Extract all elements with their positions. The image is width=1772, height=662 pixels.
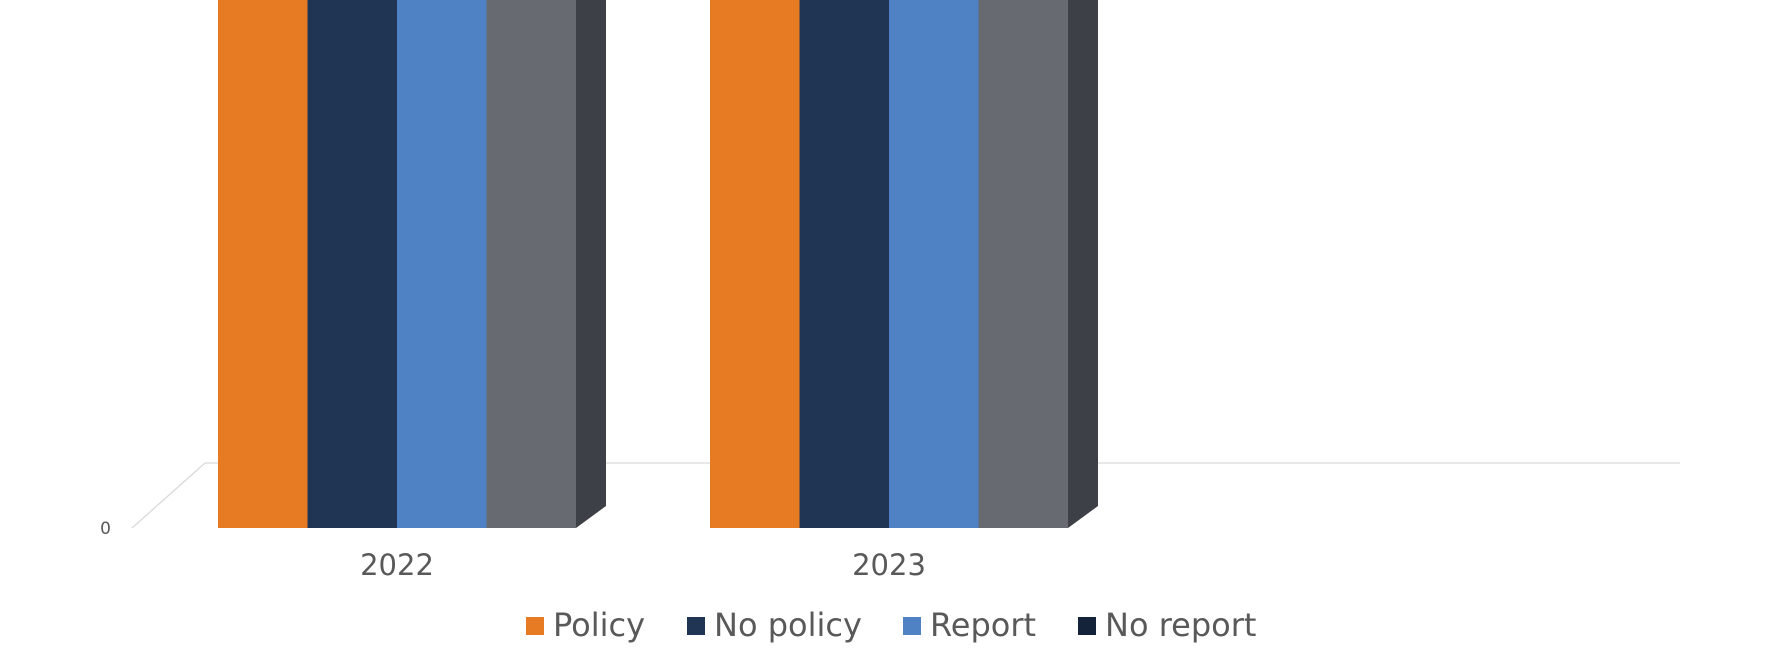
bar-front-overlay: [978, 0, 1068, 529]
bar-front-overlay: [397, 0, 487, 528]
bar-side: [1068, 0, 1098, 528]
bar-front-overlay: [889, 0, 979, 528]
legend-item-no-report: No report: [1078, 606, 1256, 644]
legend-label: No report: [1105, 606, 1256, 644]
x-axis-category-labels: 2022 2023: [360, 548, 926, 582]
bar-front-overlay: [486, 0, 576, 529]
legend-item-no-policy: No policy: [687, 606, 862, 644]
legend-label: Report: [930, 606, 1036, 644]
y-axis-tick-labels: 010203040506070: [100, 519, 111, 539]
chart-bars: [218, 0, 1098, 529]
x-category-label: 2022: [360, 548, 434, 582]
bar-front-overlay: [218, 0, 308, 528]
legend-swatch: [1078, 617, 1096, 635]
bar-front-overlay: [799, 0, 889, 528]
legend-label: No policy: [714, 606, 862, 644]
legend-label: Policy: [553, 606, 645, 644]
bar-side: [576, 0, 606, 528]
bar-front-overlay: [307, 0, 397, 528]
gridline-side: [131, 462, 206, 529]
x-category-label: 2023: [852, 548, 926, 582]
legend-swatch: [687, 617, 705, 635]
y-tick-label: 0: [100, 519, 111, 539]
legend-item-report: Report: [903, 606, 1036, 644]
legend-swatch: [526, 617, 544, 635]
bar-front-overlay: [710, 0, 800, 528]
chart-legend: Policy No policy Report No report: [526, 606, 1256, 644]
legend-item-policy: Policy: [526, 606, 645, 644]
legend-swatch: [903, 617, 921, 635]
